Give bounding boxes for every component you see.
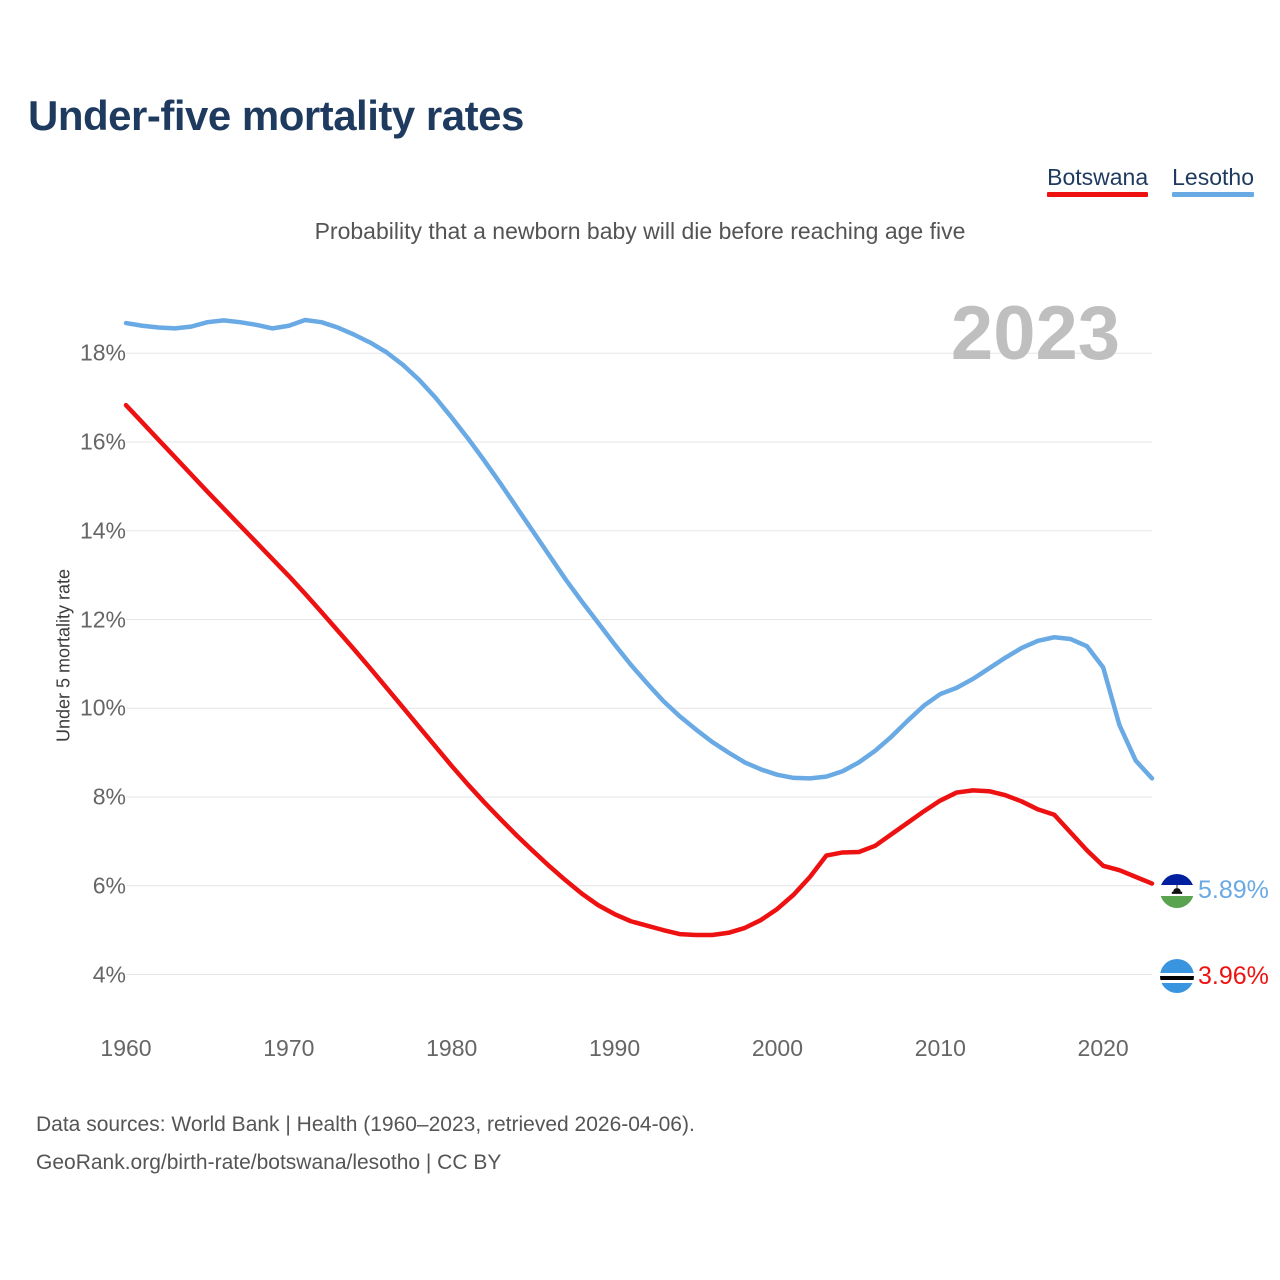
mokorotlo-hat-icon: [1171, 884, 1183, 894]
y-tick-label: 6%: [92, 872, 126, 899]
legend-item-lesotho[interactable]: Lesotho: [1172, 164, 1254, 197]
endpoint-botswana[interactable]: 3.96%: [1160, 959, 1269, 994]
endpoint-value-lesotho: 5.89%: [1198, 876, 1269, 905]
legend-color-swatch-lesotho: [1172, 192, 1254, 197]
y-tick-label: 14%: [79, 517, 126, 544]
y-tick-label: 8%: [92, 783, 126, 810]
botswana-flag-icon: [1160, 959, 1194, 994]
endpoint-lesotho[interactable]: 5.89%: [1160, 873, 1269, 908]
year-watermark: 2023: [950, 291, 1120, 376]
footer-line-sources: Data sources: World Bank | Health (1960–…: [36, 1113, 695, 1136]
x-tick-label: 1960: [100, 1035, 152, 1061]
legend-item-botswana[interactable]: Botswana: [1047, 164, 1149, 197]
lesotho-flag-icon: [1160, 873, 1194, 908]
x-tick-label: 2010: [914, 1035, 966, 1061]
chart-legend: Botswana Lesotho: [1047, 164, 1254, 197]
y-axis-label: Under 5 mortality rate: [53, 568, 74, 743]
x-tick-label: 2000: [751, 1035, 804, 1061]
y-tick-label: 12%: [79, 606, 126, 632]
endpoint-value-botswana: 3.96%: [1198, 961, 1269, 990]
x-tick-label: 1970: [263, 1035, 315, 1061]
x-tick-label: 2020: [1077, 1035, 1129, 1061]
chart-subtitle: Probability that a newborn baby will die…: [314, 218, 966, 244]
x-tick-label: 1990: [588, 1035, 641, 1061]
legend-label-botswana: Botswana: [1047, 164, 1149, 190]
y-tick-label: 16%: [79, 428, 126, 455]
series-line-botswana: [123, 402, 1155, 938]
footer: Data sources: World Bank | Health (1960–…: [36, 1106, 695, 1182]
page-title: Under-five mortality rates: [28, 92, 524, 139]
series-line-lesotho: [123, 317, 1155, 781]
legend-label-lesotho: Lesotho: [1172, 164, 1254, 190]
y-tick-label: 4%: [92, 961, 126, 987]
y-tick-label: 18%: [79, 339, 126, 366]
x-tick-label: 1980: [426, 1035, 478, 1061]
footer-line-attribution: GeoRank.org/birth-rate/botswana/lesotho …: [36, 1151, 502, 1174]
y-tick-label: 10%: [79, 694, 126, 721]
legend-color-swatch-botswana: [1047, 192, 1149, 197]
